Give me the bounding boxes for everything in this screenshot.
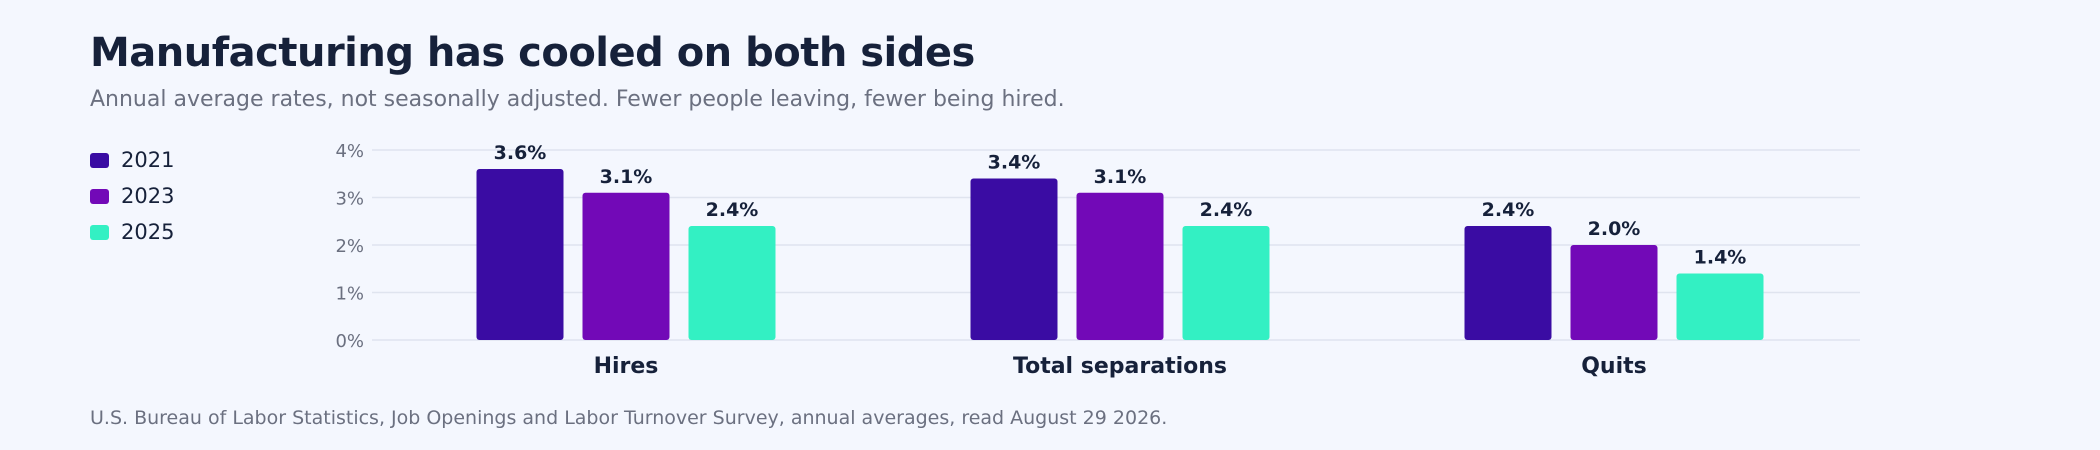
category-label: Quits bbox=[1581, 354, 1647, 379]
data-label: 2.4% bbox=[1200, 199, 1253, 221]
source-note: U.S. Bureau of Labor Statistics, Job Ope… bbox=[90, 407, 1168, 429]
bars bbox=[476, 169, 1764, 340]
chart-subtitle: Annual average rates, not seasonally adj… bbox=[90, 87, 1065, 112]
data-label: 3.1% bbox=[600, 166, 653, 188]
data-label: 3.1% bbox=[1094, 166, 1147, 188]
category-label: Total separations bbox=[1013, 354, 1227, 379]
bar-2021-1 bbox=[970, 178, 1058, 340]
legend-label-2023: 2023 bbox=[121, 184, 175, 208]
data-label: 3.6% bbox=[494, 142, 547, 164]
legend-label-2025: 2025 bbox=[121, 220, 175, 244]
bar-2025-0 bbox=[688, 226, 776, 340]
legend-item-2021: 2021 bbox=[90, 142, 174, 178]
data-label: 2.4% bbox=[1482, 199, 1535, 221]
bar-2021-0 bbox=[476, 169, 564, 340]
y-tick-label: 3% bbox=[335, 189, 364, 210]
legend-item-2023: 2023 bbox=[90, 178, 174, 214]
y-axis-ticks: 0% 1% 2% 3% 4% bbox=[335, 141, 364, 352]
data-label: 3.4% bbox=[988, 152, 1041, 174]
legend-swatch-2025 bbox=[90, 224, 109, 240]
bar-2023-1 bbox=[1076, 192, 1164, 340]
bar-2025-1 bbox=[1182, 226, 1270, 340]
y-tick-label: 0% bbox=[335, 331, 364, 352]
chart-title: Manufacturing has cooled on both sides bbox=[90, 30, 975, 76]
data-labels: 3.6% 3.1% 2.4% 3.4% 3.1% 2.4% 2.4% 2.0% 1.4% bbox=[494, 142, 1747, 269]
legend-item-2025: 2025 bbox=[90, 214, 174, 250]
legend-label-2021: 2021 bbox=[121, 148, 175, 172]
bar-2021-2 bbox=[1464, 226, 1552, 340]
data-label: 2.4% bbox=[706, 199, 759, 221]
data-label: 2.0% bbox=[1588, 218, 1641, 240]
y-tick-label: 1% bbox=[335, 284, 364, 305]
legend: 2021 2023 2025 bbox=[90, 142, 174, 250]
bar-2023-2 bbox=[1570, 245, 1658, 340]
legend-swatch-2021 bbox=[90, 152, 109, 168]
bar-2025-2 bbox=[1676, 273, 1764, 340]
y-tick-label: 4% bbox=[335, 141, 364, 162]
y-tick-label: 2% bbox=[335, 236, 364, 257]
category-label: Hires bbox=[594, 354, 659, 379]
legend-swatch-2023 bbox=[90, 188, 109, 204]
category-labels: Hires Total separations Quits bbox=[594, 354, 1647, 379]
bar-2023-0 bbox=[582, 192, 670, 340]
data-label: 1.4% bbox=[1694, 247, 1747, 269]
